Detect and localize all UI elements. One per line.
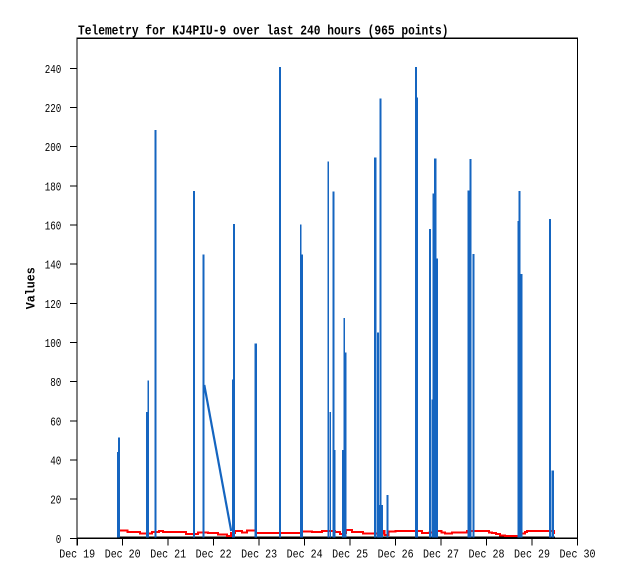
svg-text:60: 60	[50, 415, 61, 429]
svg-text:120: 120	[45, 298, 62, 312]
svg-text:20: 20	[50, 494, 61, 508]
svg-text:Telemetry for KJ4PIU-9 over la: Telemetry for KJ4PIU-9 over last 240 hou…	[78, 24, 449, 40]
svg-text:80: 80	[50, 376, 61, 390]
svg-text:40: 40	[50, 455, 61, 469]
svg-text:Dec 24: Dec 24	[287, 548, 323, 562]
svg-text:Dec 23: Dec 23	[241, 548, 277, 562]
svg-text:220: 220	[45, 102, 62, 116]
svg-text:Dec 25: Dec 25	[332, 548, 368, 562]
svg-text:0: 0	[56, 533, 62, 547]
svg-text:Dec 28: Dec 28	[469, 548, 505, 562]
svg-text:160: 160	[45, 220, 62, 234]
svg-text:Dec 21: Dec 21	[150, 548, 186, 562]
svg-text:100: 100	[45, 337, 62, 351]
svg-text:180: 180	[45, 180, 62, 194]
svg-text:Dec 26: Dec 26	[378, 548, 414, 562]
svg-text:200: 200	[45, 141, 62, 155]
svg-text:140: 140	[45, 259, 62, 273]
svg-text:Dec 27: Dec 27	[423, 548, 459, 562]
svg-text:Values: Values	[25, 267, 39, 309]
svg-text:Dec 29: Dec 29	[514, 548, 550, 562]
svg-text:Dec 20: Dec 20	[105, 548, 141, 562]
svg-text:240: 240	[45, 63, 62, 77]
svg-text:Dec 30: Dec 30	[560, 548, 596, 562]
svg-text:Dec 19: Dec 19	[59, 548, 95, 562]
svg-text:Dec 22: Dec 22	[196, 548, 232, 562]
